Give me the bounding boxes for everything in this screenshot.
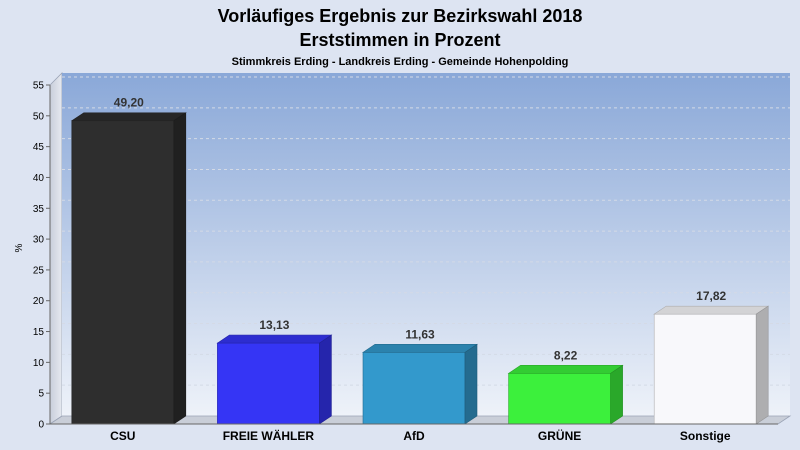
category-label: FREIE WÄHLER — [223, 428, 315, 443]
y-tick-label: 15 — [33, 327, 45, 338]
chart-title-line2: Erststimmen in Prozent — [299, 30, 500, 50]
bar-top — [362, 344, 478, 353]
chart-title: Vorläufiges Ergebnis zur Bezirkswahl 201… — [218, 6, 583, 26]
category-label: Sonstige — [680, 429, 731, 443]
bar-0: 49,20 — [70, 96, 187, 425]
bar-top — [216, 334, 333, 344]
bar-value-label: 11,63 — [405, 327, 435, 341]
y-tick-label: 5 — [38, 389, 44, 400]
y-axis-label: % — [14, 243, 25, 252]
y-tick-label: 50 — [33, 111, 45, 122]
bar-top — [70, 112, 187, 122]
y-tick-label: 0 — [38, 420, 44, 431]
chart-subtitle: Stimmkreis Erding - Landkreis Erding - G… — [232, 56, 569, 68]
bar-front — [217, 342, 320, 425]
bar-value-label: 49,20 — [114, 96, 144, 110]
y-tick-label: 30 — [33, 235, 45, 246]
y-tick-label: 25 — [33, 265, 45, 276]
bar-top — [507, 365, 624, 374]
bar-4: 17,82 — [653, 289, 770, 425]
bar-front — [653, 313, 757, 425]
y-tick-label: 55 — [33, 81, 45, 92]
bar-1: 13,13 — [216, 318, 333, 425]
category-label: CSU — [110, 429, 135, 443]
bar-side — [610, 364, 623, 425]
bar-side — [755, 305, 769, 425]
y-tick-label: 45 — [33, 142, 45, 153]
bar-3: 8,22 — [507, 348, 624, 425]
category-label: GRÜNE — [538, 428, 581, 443]
bar-front — [71, 120, 175, 425]
bar-side — [173, 112, 187, 425]
bar-value-label: 17,82 — [696, 289, 726, 303]
bar-side — [319, 334, 332, 425]
bar-side — [464, 343, 478, 425]
bar-value-label: 8,22 — [554, 348, 578, 362]
y-tick-label: 40 — [33, 173, 45, 184]
bar-front — [508, 373, 611, 425]
y-tick-label: 10 — [33, 358, 45, 369]
y-tick-label: 35 — [33, 204, 45, 215]
bar-top — [653, 305, 770, 315]
bar-value-label: 13,13 — [259, 318, 289, 332]
category-label: AfD — [403, 429, 425, 443]
bar-front — [362, 352, 466, 425]
y-tick-label: 20 — [33, 296, 45, 307]
bar-2: 11,63 — [362, 327, 478, 425]
left-wall — [49, 72, 63, 425]
